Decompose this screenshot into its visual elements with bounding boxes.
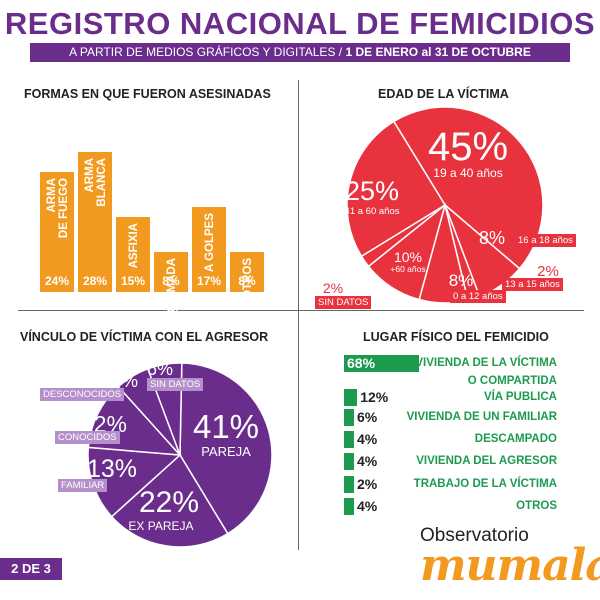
weapon-bar [40, 172, 74, 292]
age-pct-label: 45% [428, 125, 508, 169]
horizontal-divider [18, 310, 584, 311]
weapon-value-label: 15% [121, 274, 145, 288]
weapon-category-label: A GOLPES [204, 213, 216, 272]
place-bar [344, 453, 354, 470]
place-bar [344, 409, 354, 426]
svg-text:ASFIXIA: ASFIXIA [128, 223, 140, 268]
relationship-slice [110, 453, 229, 548]
weapon-value-label: 8% [162, 274, 180, 288]
age-pct-label: 8% [479, 228, 505, 248]
age-chart-title: EDAD DE LA VÍCTIMA [378, 87, 509, 101]
age-pct-label: 2% [323, 280, 343, 296]
place-value-label: 12% [360, 389, 389, 405]
place-bar [344, 355, 419, 372]
place-value-label: 4% [357, 498, 378, 514]
relationship-pct-label: 41% [193, 408, 259, 445]
place-value-label: 68% [347, 355, 376, 371]
weapon-category-label: ARMA BLANCA [84, 158, 108, 207]
place-value-label: 2% [357, 476, 378, 492]
weapons-chart-title: FORMAS EN QUE FUERON ASESINADAS [24, 87, 271, 101]
relationship-pct-label: 6% [112, 371, 138, 391]
relationship-slice [179, 362, 273, 535]
place-chart-title: LUGAR FÍSICO DEL FEMICIDIO [363, 330, 549, 344]
subtitle-source: A PARTIR DE MEDIOS GRÁFICOS Y DIGITALES … [69, 45, 346, 59]
relationship-pct-label: 22% [139, 486, 199, 519]
weapon-bar [192, 207, 226, 292]
svg-text:ARMA: ARMA [46, 178, 58, 213]
age-pct-label: 25% [345, 176, 399, 206]
place-value-label: 6% [357, 409, 378, 425]
vertical-divider [298, 80, 299, 550]
relationship-pill: FAMILIAR [58, 479, 108, 492]
place-category-label: DESCAMPADO [474, 433, 557, 445]
age-range-label: 41 a 60 años [345, 206, 400, 217]
weapon-value-label: 24% [45, 274, 69, 288]
age-range-pill: 16 a 18 años [515, 234, 576, 247]
place-category-label: VIVIENDA DE LA VÍCTIMA [415, 357, 557, 369]
svg-text:A GOLPES: A GOLPES [204, 213, 216, 272]
weapon-bar [78, 152, 112, 292]
weapon-value-label: 28% [83, 274, 107, 288]
weapon-category-label: ASFIXIA [128, 223, 140, 268]
place-category-label: OTROS [516, 500, 557, 512]
place-value-label: 4% [357, 453, 378, 469]
age-range-pill: 13 a 15 años [502, 278, 563, 291]
place-category-label: VIVIENDA DE UN FAMILIAR [406, 411, 557, 423]
place-value-label: 4% [357, 431, 378, 447]
relationship-pct-label: 13% [87, 455, 137, 483]
age-pct-label: 10% [394, 249, 422, 265]
place-category-label: O COMPARTIDA [467, 375, 557, 387]
weapon-category-label: OTROS [242, 258, 254, 299]
relationship-pill: CONOCIDOS [55, 431, 120, 444]
place-bar [344, 389, 358, 406]
page-title: REGISTRO NACIONAL DE FEMICIDIOS [4, 6, 596, 41]
svg-text:ARMA: ARMA [84, 158, 96, 193]
age-range-label: +60 años [390, 264, 425, 274]
relationship-name-label: PAREJA [201, 444, 251, 459]
relationship-name-label: EX PAREJA [128, 519, 193, 533]
relationship-pct-label: 6% [147, 359, 173, 379]
age-range-pill: 0 a 12 años [450, 290, 506, 303]
svg-text:OTROS: OTROS [242, 258, 254, 299]
weapon-bar [230, 252, 264, 292]
subtitle-dates: 1 DE ENERO al 31 DE OCTUBRE [345, 45, 531, 59]
place-bar [344, 476, 354, 493]
place-bar [344, 431, 354, 448]
place-category-label: VIVIENDA DEL AGRESOR [416, 455, 557, 467]
relationship-pill: SIN DATOS [147, 378, 204, 391]
logo-mumala: mumala [420, 540, 600, 591]
svg-text:DE FUEGO: DE FUEGO [58, 178, 70, 238]
age-pct-label: 8% [449, 271, 474, 290]
svg-text:BLANCA: BLANCA [96, 158, 108, 207]
svg-text:QUEMADA: QUEMADA [166, 258, 178, 317]
age-range-pill: SIN DATOS [315, 296, 372, 309]
weapon-category-label: ARMA DE FUEGO [46, 178, 70, 238]
relationship-chart-title: VÍNCULO DE VÍCTIMA CON EL AGRESOR [20, 330, 269, 344]
weapon-value-label: 17% [197, 274, 221, 288]
weapon-bar [154, 252, 188, 292]
weapon-bar [116, 217, 150, 292]
weapon-value-label: 8% [238, 274, 256, 288]
weapon-category-label: QUEMADA [166, 258, 178, 317]
age-slice [346, 120, 447, 258]
subtitle-bar: A PARTIR DE MEDIOS GRÁFICOS Y DIGITALES … [30, 43, 570, 62]
relationship-pill: DESCONOCIDOS [40, 388, 125, 401]
age-pct-label: 2% [537, 263, 559, 280]
page-badge: 2 DE 3 [0, 558, 62, 580]
place-bar [344, 498, 354, 515]
place-category-label: VÍA PUBLICA [483, 391, 557, 403]
logo-observatorio: Observatorio [420, 525, 529, 546]
place-category-label: TRABAJO DE LA VÍCTIMA [413, 478, 557, 490]
age-range-label: 19 a 40 años [433, 166, 502, 180]
